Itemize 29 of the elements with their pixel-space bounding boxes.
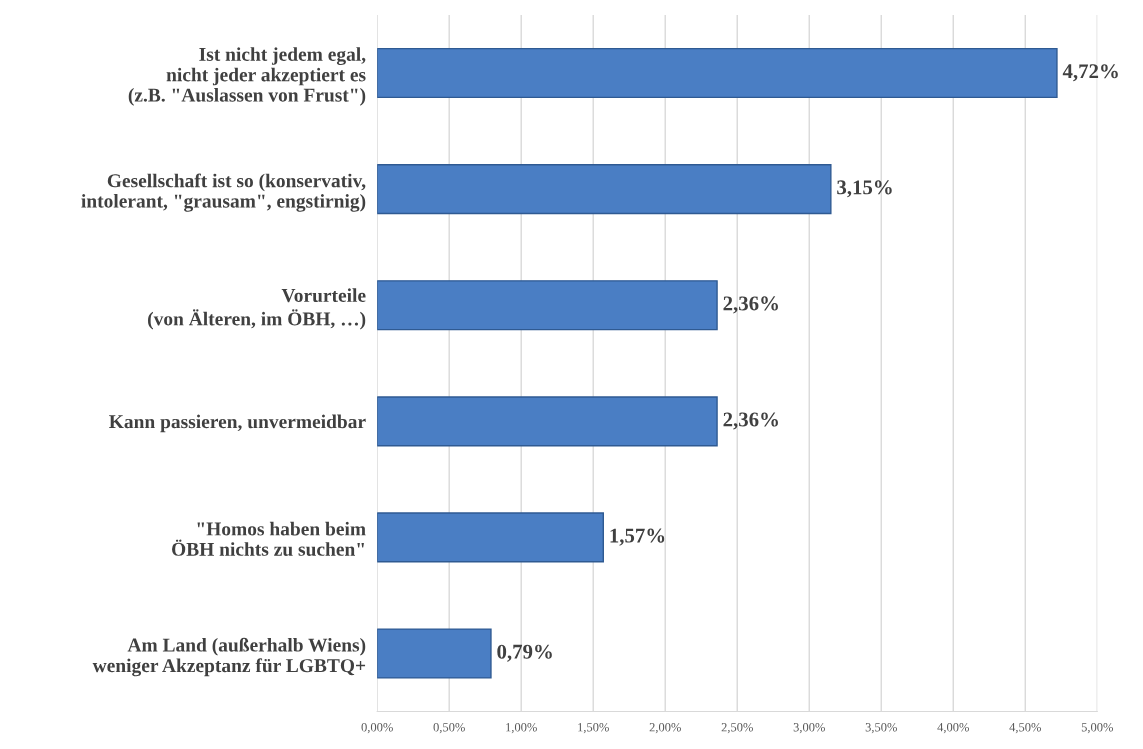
x-tick-label: 3,00% <box>793 723 825 734</box>
x-tick-label: 1,00% <box>506 723 537 734</box>
y-tick-label: Am Land (außerhalb Wiens) weniger Akzeptanz für LGBTQ+ <box>92 637 366 677</box>
y-tick-label: Gesellschaft ist so (konservativ, intolerant, "grausam", engstirnig) <box>81 173 366 212</box>
y-tick-label: Ist nicht jedem egal, nicht jeder akzeptiert es (z.B. "Auslassen von Frust") <box>128 47 366 106</box>
x-tick-label: 2,00% <box>649 723 681 734</box>
data-label: 1,57% <box>610 528 665 546</box>
data-label: 3,15% <box>837 180 892 198</box>
y-tick-label: Vorurteile (von Älteren, im ÖBH, …) <box>148 288 366 330</box>
bar <box>377 396 718 447</box>
y-tick-label: Kann passieren, unvermeidbar <box>109 414 366 433</box>
bar <box>377 164 832 215</box>
data-label: 2,36% <box>723 296 778 314</box>
x-tick-label: 0,00% <box>361 723 393 734</box>
x-tick-label: 3,50% <box>865 723 897 734</box>
x-tick-label: 0,50% <box>433 723 465 734</box>
x-tick-label: 2,50% <box>721 723 753 734</box>
bar <box>377 628 492 679</box>
y-tick-label: "Homos haben beim ÖBH nichts zu suchen" <box>172 521 366 556</box>
data-label: 4,72% <box>1062 64 1118 82</box>
x-tick-label: 4,50% <box>1009 723 1041 734</box>
data-label: 2,36% <box>723 412 778 430</box>
x-tick-label: 4,00% <box>937 723 969 734</box>
data-label: 0,79% <box>497 644 552 662</box>
x-tick-label: 5,00% <box>1081 723 1113 734</box>
bar <box>377 47 1058 99</box>
bar <box>377 512 604 563</box>
x-tick-label: 1,50% <box>578 723 609 734</box>
bar <box>377 280 718 331</box>
